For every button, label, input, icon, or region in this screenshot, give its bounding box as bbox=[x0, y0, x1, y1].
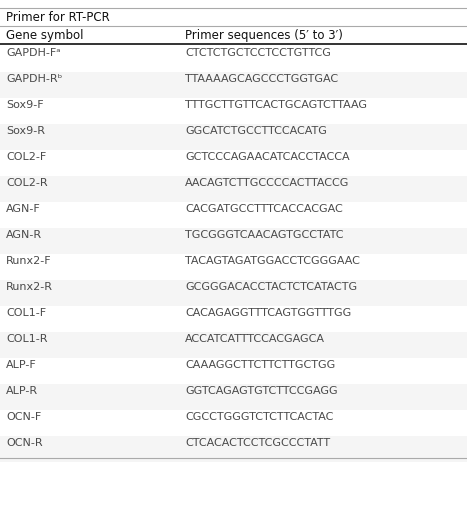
Bar bbox=[0, 202, 467, 228]
Text: CAAAGGCTTCTTCTTGCTGG: CAAAGGCTTCTTCTTGCTGG bbox=[185, 360, 335, 370]
Text: ALP-F: ALP-F bbox=[6, 360, 37, 370]
Text: CACAGAGGTTTCAGTGGTTTGG: CACAGAGGTTTCAGTGGTTTGG bbox=[185, 308, 351, 318]
Text: Primer sequences (5′ to 3′): Primer sequences (5′ to 3′) bbox=[185, 29, 343, 42]
Text: TGCGGGTCAACAGTGCCTATC: TGCGGGTCAACAGTGCCTATC bbox=[185, 230, 344, 240]
Text: Primer for RT-PCR: Primer for RT-PCR bbox=[6, 11, 110, 24]
Text: CACGATGCCTTTCACCACGAC: CACGATGCCTTTCACCACGAC bbox=[185, 204, 343, 214]
Bar bbox=[0, 228, 467, 254]
Text: TACAGTAGATGGACCTCGGGAAC: TACAGTAGATGGACCTCGGGAAC bbox=[185, 256, 360, 266]
Bar bbox=[0, 176, 467, 202]
Text: AGN-F: AGN-F bbox=[6, 204, 41, 214]
Bar bbox=[0, 332, 467, 358]
Text: Runx2-R: Runx2-R bbox=[6, 282, 53, 292]
Text: GGTCAGAGTGTCTTCCGAGG: GGTCAGAGTGTCTTCCGAGG bbox=[185, 386, 338, 396]
Text: CTCACACTCCTCGCCCTATT: CTCACACTCCTCGCCCTATT bbox=[185, 438, 330, 448]
Bar bbox=[0, 410, 467, 436]
Bar bbox=[0, 436, 467, 462]
Text: ACCATCATTTCCACGAGCA: ACCATCATTTCCACGAGCA bbox=[185, 334, 325, 344]
Bar bbox=[0, 306, 467, 332]
Text: ALP-R: ALP-R bbox=[6, 386, 38, 396]
Text: GAPDH-Rᵇ: GAPDH-Rᵇ bbox=[6, 74, 63, 84]
Bar bbox=[0, 46, 467, 72]
Text: AGN-R: AGN-R bbox=[6, 230, 42, 240]
Text: TTAAAAGCAGCCCTGGTGAC: TTAAAAGCAGCCCTGGTGAC bbox=[185, 74, 338, 84]
Bar bbox=[0, 98, 467, 124]
Text: Gene symbol: Gene symbol bbox=[6, 29, 84, 42]
Text: CTCTCTGCTCCTCCTGTTCG: CTCTCTGCTCCTCCTGTTCG bbox=[185, 48, 331, 58]
Text: GCTCCCAGAACATCACCTACCA: GCTCCCAGAACATCACCTACCA bbox=[185, 152, 350, 162]
Text: Sox9-R: Sox9-R bbox=[6, 126, 45, 136]
Bar bbox=[0, 358, 467, 384]
Bar bbox=[0, 384, 467, 410]
Text: Sox9-F: Sox9-F bbox=[6, 100, 43, 110]
Text: GCGGGACACCTACTCTCATACTG: GCGGGACACCTACTCTCATACTG bbox=[185, 282, 357, 292]
Text: GAPDH-Fᵃ: GAPDH-Fᵃ bbox=[6, 48, 61, 58]
Text: COL2-F: COL2-F bbox=[6, 152, 46, 162]
Bar bbox=[0, 72, 467, 98]
Bar bbox=[0, 150, 467, 176]
Bar bbox=[0, 280, 467, 306]
Text: COL2-R: COL2-R bbox=[6, 178, 48, 188]
Bar bbox=[0, 254, 467, 280]
Text: COL1-F: COL1-F bbox=[6, 308, 46, 318]
Text: Runx2-F: Runx2-F bbox=[6, 256, 52, 266]
Text: GGCATCTGCCTTCCACATG: GGCATCTGCCTTCCACATG bbox=[185, 126, 327, 136]
Text: TTTGCTTGTTCACTGCAGTCTTAAG: TTTGCTTGTTCACTGCAGTCTTAAG bbox=[185, 100, 367, 110]
Text: OCN-R: OCN-R bbox=[6, 438, 42, 448]
Text: OCN-F: OCN-F bbox=[6, 412, 41, 422]
Text: COL1-R: COL1-R bbox=[6, 334, 48, 344]
Text: CGCCTGGGTCTCTTCACTAC: CGCCTGGGTCTCTTCACTAC bbox=[185, 412, 333, 422]
Bar bbox=[0, 124, 467, 150]
Text: AACAGTCTTGCCCCACTTACCG: AACAGTCTTGCCCCACTTACCG bbox=[185, 178, 349, 188]
